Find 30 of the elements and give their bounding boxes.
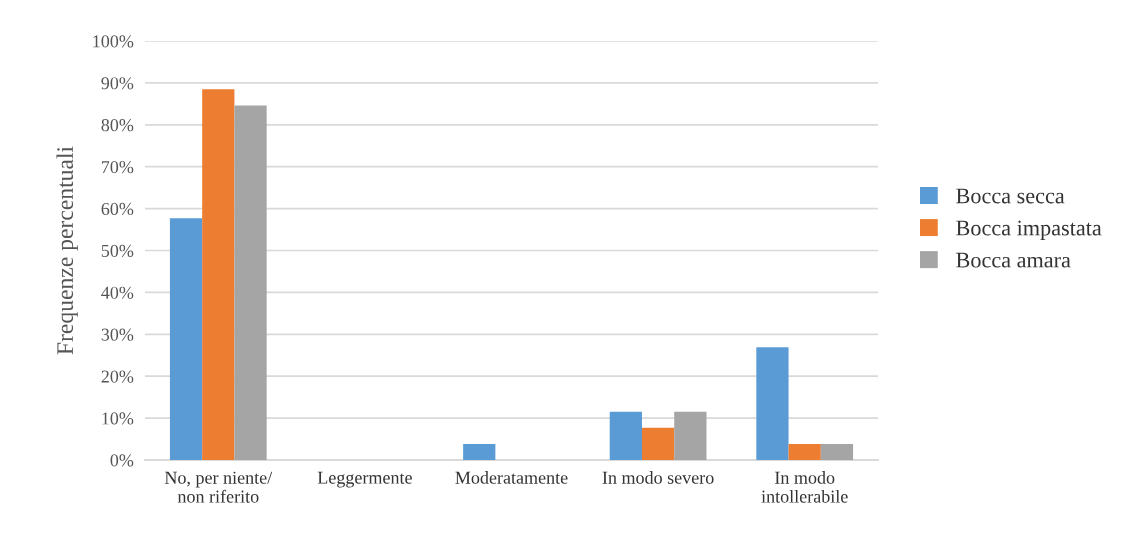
bar [234, 105, 267, 460]
legend-label: Bocca impastata [956, 220, 1102, 241]
y-tick-label: 20% [101, 370, 134, 383]
bar [463, 444, 496, 460]
y-tick-label: 0% [110, 454, 134, 467]
y-tick-label: 40% [101, 286, 134, 299]
bar [756, 347, 789, 460]
bar [641, 427, 675, 460]
x-tick-label: In modo intollerabile [761, 471, 848, 503]
x-tick-label: Leggermente [317, 471, 412, 488]
x-tick-label: Moderatamente [455, 471, 568, 484]
bar [609, 411, 642, 460]
bar [169, 218, 203, 460]
y-tick-label: 50% [101, 244, 134, 257]
y-tick-label: 10% [102, 412, 134, 425]
x-tick-label: No, per niente/ non riferito [164, 471, 273, 503]
y-tick-label: 80% [101, 119, 134, 132]
y-tick-label: 90% [101, 77, 134, 90]
y-axis-title: Frequenze percentuali [56, 146, 78, 355]
bar [788, 444, 821, 460]
bar [820, 444, 854, 460]
y-tick-label: 60% [101, 202, 134, 216]
y-tick-label: 70% [101, 160, 134, 174]
y-tick-label: 100% [93, 35, 134, 48]
x-tick-label: In modo severo [602, 471, 714, 484]
legend-label: Bocca secca [956, 188, 1065, 204]
bar [674, 411, 707, 460]
y-tick-label: 30% [101, 328, 134, 341]
legend-label: Bocca amara [956, 252, 1071, 268]
bar [202, 89, 235, 460]
